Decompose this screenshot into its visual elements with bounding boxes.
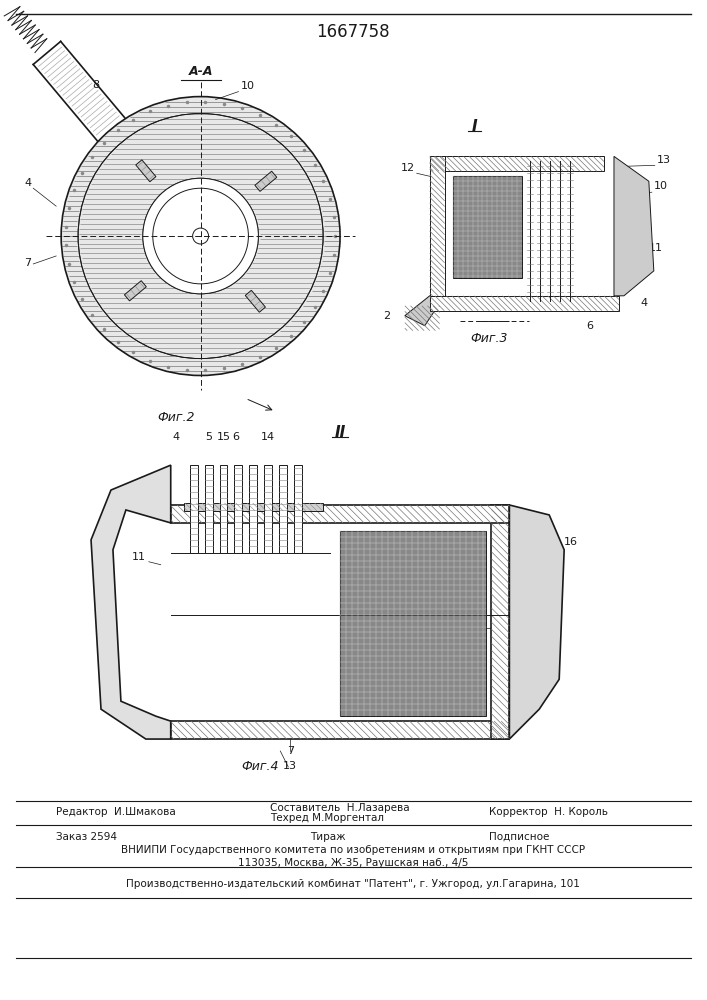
Text: 12: 12 bbox=[494, 616, 508, 626]
Text: 16: 16 bbox=[564, 537, 578, 547]
Text: Техред М.Моргентал: Техред М.Моргентал bbox=[270, 813, 385, 823]
Polygon shape bbox=[136, 160, 156, 182]
Bar bbox=[430, 156, 445, 296]
Text: 6: 6 bbox=[232, 432, 239, 442]
Text: 1667758: 1667758 bbox=[316, 23, 390, 41]
Text: Фиг.4: Фиг.4 bbox=[242, 760, 279, 773]
Text: I: I bbox=[472, 119, 477, 134]
Polygon shape bbox=[405, 296, 445, 326]
Bar bbox=[170, 505, 509, 523]
Text: 11: 11 bbox=[132, 552, 146, 562]
Text: 14: 14 bbox=[280, 178, 294, 188]
Text: Заказ 2594: Заказ 2594 bbox=[56, 832, 117, 842]
Text: Составитель  Н.Лазарева: Составитель Н.Лазарева bbox=[270, 803, 410, 813]
Text: II: II bbox=[334, 425, 346, 440]
Bar bbox=[170, 721, 509, 739]
Text: Производственно-издательский комбинат "Патент", г. Ужгород, ул.Гагарина, 101: Производственно-издательский комбинат "П… bbox=[126, 879, 580, 889]
Bar bbox=[204, 465, 213, 553]
Circle shape bbox=[143, 178, 258, 294]
Bar bbox=[235, 465, 243, 553]
Polygon shape bbox=[509, 505, 564, 739]
Bar bbox=[189, 465, 198, 553]
Bar bbox=[491, 505, 509, 739]
Bar bbox=[430, 156, 604, 171]
Bar bbox=[430, 296, 619, 311]
Text: 4: 4 bbox=[172, 432, 180, 442]
Text: 7: 7 bbox=[24, 258, 31, 268]
Circle shape bbox=[61, 97, 340, 375]
Bar bbox=[250, 465, 257, 553]
Polygon shape bbox=[255, 171, 277, 191]
Text: 10: 10 bbox=[654, 181, 668, 191]
Polygon shape bbox=[91, 465, 170, 739]
Text: 113035, Москва, Ж-35, Раушская наб., 4/5: 113035, Москва, Ж-35, Раушская наб., 4/5 bbox=[238, 858, 468, 868]
Circle shape bbox=[153, 188, 248, 284]
Bar bbox=[452, 176, 522, 278]
Text: Фиг.3: Фиг.3 bbox=[471, 332, 508, 345]
Text: 8: 8 bbox=[93, 80, 100, 90]
Polygon shape bbox=[124, 281, 146, 301]
Text: 10: 10 bbox=[240, 81, 255, 91]
Text: Тираж: Тираж bbox=[310, 832, 346, 842]
Text: 12: 12 bbox=[285, 228, 299, 238]
Text: Корректор  Н. Король: Корректор Н. Король bbox=[489, 807, 609, 817]
Circle shape bbox=[78, 114, 323, 359]
Text: 4: 4 bbox=[24, 178, 31, 188]
Text: 4: 4 bbox=[641, 298, 648, 308]
Text: 13: 13 bbox=[657, 155, 671, 165]
Text: ВНИИПИ Государственного комитета по изобретениям и открытиям при ГКНТ СССР: ВНИИПИ Государственного комитета по изоб… bbox=[121, 845, 585, 855]
Polygon shape bbox=[614, 156, 654, 296]
Text: Фиг.2: Фиг.2 bbox=[157, 411, 194, 424]
Text: 15: 15 bbox=[216, 432, 230, 442]
Bar bbox=[294, 465, 302, 553]
Circle shape bbox=[143, 178, 258, 294]
Text: 11: 11 bbox=[280, 298, 294, 308]
Polygon shape bbox=[245, 290, 265, 312]
Text: 12: 12 bbox=[401, 163, 415, 173]
Circle shape bbox=[192, 228, 209, 244]
Text: 2: 2 bbox=[382, 311, 390, 321]
Text: Редактор  И.Шмакова: Редактор И.Шмакова bbox=[56, 807, 176, 817]
Text: 7: 7 bbox=[286, 746, 294, 756]
Text: 11: 11 bbox=[649, 243, 663, 253]
Text: 13: 13 bbox=[284, 761, 297, 771]
Bar bbox=[184, 503, 323, 511]
Text: 14: 14 bbox=[262, 432, 276, 442]
Text: 6: 6 bbox=[587, 321, 594, 331]
Bar bbox=[340, 531, 486, 716]
Bar bbox=[279, 465, 287, 553]
Bar bbox=[220, 465, 228, 553]
Text: Подписное: Подписное bbox=[489, 832, 550, 842]
Text: А-А: А-А bbox=[188, 65, 213, 78]
Bar bbox=[264, 465, 272, 553]
Circle shape bbox=[78, 114, 323, 359]
Text: 5: 5 bbox=[205, 432, 212, 442]
